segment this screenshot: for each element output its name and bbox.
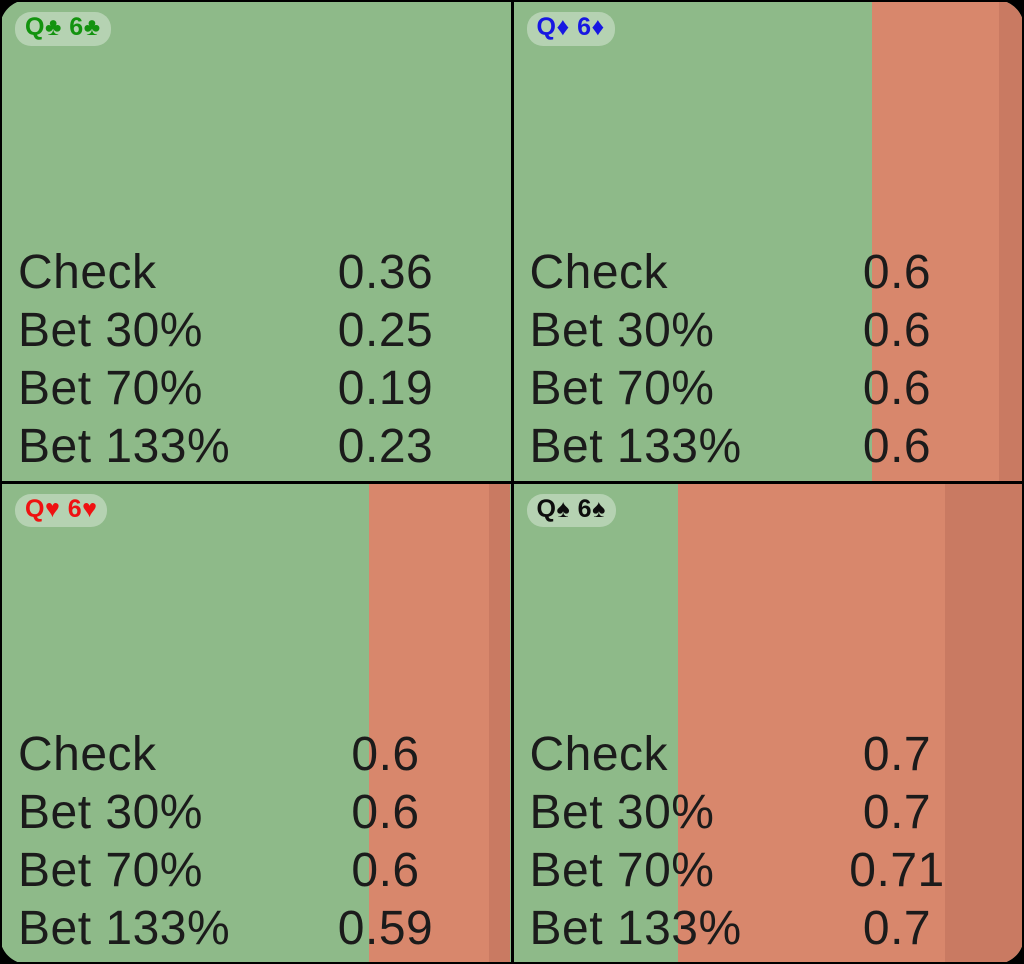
action-label: Check: [529, 727, 669, 781]
strategy-segments: [2, 2, 511, 481]
action-label: Bet 30%: [18, 785, 203, 839]
action-label: Bet 30%: [529, 785, 715, 839]
strategy-segment-green: [2, 2, 511, 481]
action-row-check: Check 0.36: [18, 244, 511, 302]
action-label: Bet 133%: [529, 901, 742, 955]
action-ev-list: Check 0.36 Bet 30% 0.25 Bet 70% 0.19 Bet…: [18, 244, 511, 476]
action-label: Bet 133%: [18, 901, 231, 955]
action-label: Bet 70%: [529, 362, 715, 415]
action-label: Bet 30%: [18, 304, 203, 357]
hand-label: Q♦ 6♦: [526, 12, 615, 46]
strategy-segment-red_dark: [945, 483, 1022, 962]
action-ev: 0.19: [337, 362, 434, 415]
action-row-check: Check 0.6: [530, 244, 1023, 302]
action-row-bet30: Bet 30% 0.6: [530, 302, 1023, 360]
action-label: Bet 70%: [529, 843, 715, 897]
action-row-bet133: Bet 133% 0.23: [18, 418, 511, 476]
action-label: Bet 133%: [18, 420, 231, 473]
action-row-check: Check 0.7: [530, 725, 1023, 783]
strategy-segment-green: [513, 483, 679, 962]
action-ev-list: Check 0.6 Bet 30% 0.6 Bet 70% 0.6 Bet 13…: [530, 244, 1023, 476]
combo-cell-qc6c[interactable]: Q♣ 6♣ Check 0.36 Bet 30% 0.25 Bet 70% 0.…: [2, 2, 511, 481]
action-row-bet70: Bet 70% 0.19: [18, 360, 511, 418]
action-label: Check: [529, 246, 669, 299]
action-ev: 0.7: [862, 727, 932, 781]
action-ev: 0.6: [862, 246, 932, 299]
action-ev: 0.7: [862, 785, 932, 839]
action-label: Bet 70%: [18, 843, 203, 897]
action-ev-list: Check 0.7 Bet 30% 0.7 Bet 70% 0.71 Bet 1…: [530, 725, 1023, 957]
action-row-bet30: Bet 30% 0.6: [18, 783, 511, 841]
action-row-bet70: Bet 70% 0.71: [530, 841, 1023, 899]
strategy-segment-red_dark: [488, 483, 511, 962]
action-ev: 0.6: [862, 304, 932, 357]
action-label: Check: [18, 246, 157, 299]
strategy-segments: [513, 483, 1023, 962]
action-ev: 0.6: [862, 362, 932, 415]
strategy-segment-red: [369, 483, 489, 962]
action-label: Bet 30%: [529, 304, 715, 357]
combo-cell-qs6s[interactable]: Q♠ 6♠ Check 0.7 Bet 30% 0.7 Bet 70% 0.71…: [513, 483, 1023, 962]
action-ev: 0.23: [337, 420, 434, 473]
action-row-bet133: Bet 133% 0.59: [18, 899, 511, 957]
strategy-segment-red: [871, 2, 1000, 481]
action-ev: 0.6: [862, 420, 932, 473]
action-label: Check: [18, 727, 157, 781]
action-ev: 0.25: [337, 304, 434, 357]
strategy-segment-red: [678, 483, 946, 962]
action-ev: 0.36: [337, 246, 434, 299]
action-row-bet133: Bet 133% 0.7: [530, 899, 1023, 957]
action-row-bet30: Bet 30% 0.7: [530, 783, 1023, 841]
strategy-segment-green: [2, 483, 370, 962]
action-ev: 0.6: [351, 785, 420, 839]
hand-label: Q♥ 6♥: [15, 493, 108, 527]
hand-label: Q♣ 6♣: [15, 12, 111, 46]
action-ev: 0.6: [351, 843, 420, 897]
action-ev: 0.59: [337, 901, 434, 955]
action-row-check: Check 0.6: [18, 725, 511, 783]
action-row-bet30: Bet 30% 0.25: [18, 302, 511, 360]
action-ev-list: Check 0.6 Bet 30% 0.6 Bet 70% 0.6 Bet 13…: [18, 725, 511, 957]
action-row-bet70: Bet 70% 0.6: [18, 841, 511, 899]
combo-cell-qd6d[interactable]: Q♦ 6♦ Check 0.6 Bet 30% 0.6 Bet 70% 0.6 …: [513, 2, 1023, 481]
action-ev: 0.6: [351, 727, 420, 781]
action-ev: 0.71: [849, 843, 945, 897]
action-label: Bet 133%: [529, 420, 742, 473]
combo-cell-qh6h[interactable]: Q♥ 6♥ Check 0.6 Bet 30% 0.6 Bet 70% 0.6 …: [2, 483, 511, 962]
action-ev: 0.7: [862, 901, 932, 955]
action-row-bet133: Bet 133% 0.6: [530, 418, 1023, 476]
strategy-segments: [513, 2, 1023, 481]
hand-label: Q♠ 6♠: [526, 493, 616, 527]
strategy-segment-red_dark: [999, 2, 1022, 481]
action-label: Bet 70%: [18, 362, 203, 415]
strategy-segment-green: [513, 2, 872, 481]
strategy-segments: [2, 483, 511, 962]
action-row-bet70: Bet 70% 0.6: [530, 360, 1023, 418]
